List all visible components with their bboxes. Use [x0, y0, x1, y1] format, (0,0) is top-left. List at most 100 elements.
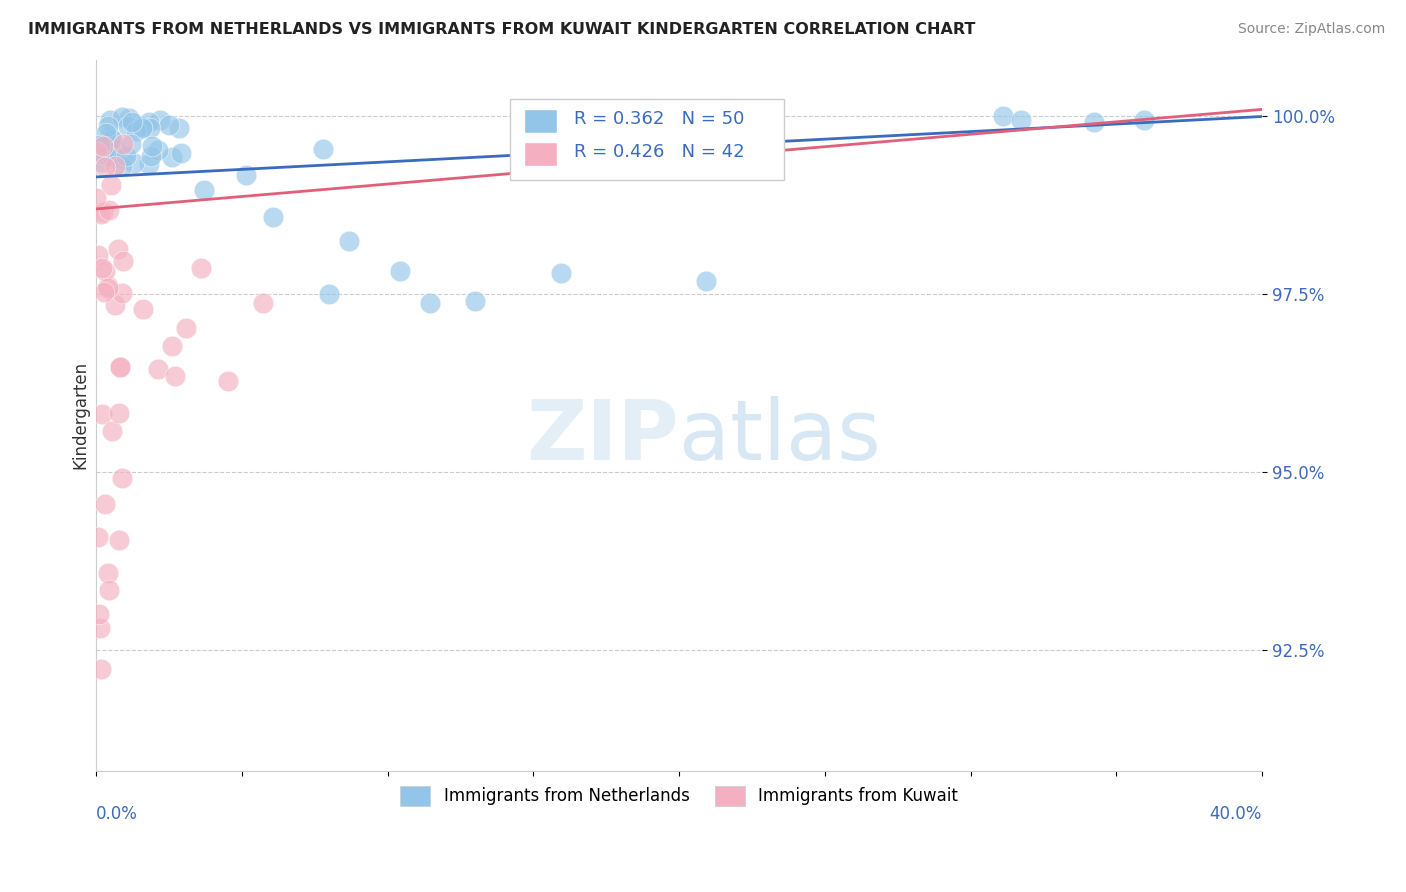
Point [93, 285, 115, 299]
Point [1083, 114, 1105, 128]
Point [312, 142, 335, 156]
Point [318, 287, 340, 301]
Point [98, 113, 121, 128]
Point [93, 497, 115, 511]
Point [162, 339, 184, 353]
Text: Source: ZipAtlas.com: Source: ZipAtlas.com [1237, 22, 1385, 37]
Point [89, 621, 111, 635]
Point [122, 155, 145, 169]
Point [86, 145, 108, 160]
Point [160, 149, 183, 163]
Point [157, 118, 180, 132]
Point [98, 583, 121, 598]
Point [464, 294, 486, 309]
Point [104, 298, 127, 312]
Point [141, 139, 163, 153]
Point [550, 266, 572, 280]
Point [108, 359, 131, 374]
Point [100, 178, 122, 192]
Point [87, 140, 110, 154]
Text: ZIP: ZIP [527, 396, 679, 477]
Point [111, 153, 134, 167]
Point [146, 361, 169, 376]
Point [90, 154, 112, 169]
Point [97, 203, 120, 218]
Point [217, 375, 239, 389]
Point [117, 119, 139, 133]
Point [93, 205, 115, 219]
Point [132, 302, 155, 317]
Point [419, 295, 441, 310]
Text: atlas: atlas [679, 396, 882, 477]
Point [138, 114, 160, 128]
Point [252, 295, 274, 310]
Point [695, 274, 717, 288]
Point [388, 263, 411, 277]
Point [90, 407, 112, 421]
Point [138, 157, 160, 171]
Point [93, 263, 115, 277]
Point [97, 120, 120, 134]
Point [101, 132, 124, 146]
Point [91, 260, 114, 275]
Text: R = 0.426   N = 42: R = 0.426 N = 42 [574, 143, 745, 161]
Point [169, 120, 191, 135]
Point [97, 149, 120, 163]
Point [111, 471, 134, 485]
Point [111, 159, 134, 173]
Point [89, 138, 111, 153]
Point [235, 168, 257, 182]
Point [90, 662, 112, 676]
Point [97, 278, 120, 293]
Point [97, 566, 120, 580]
Point [108, 360, 131, 375]
Point [1010, 112, 1032, 127]
Text: 0.0%: 0.0% [96, 805, 138, 823]
Point [138, 120, 160, 135]
Point [94, 161, 117, 175]
Point [125, 124, 148, 138]
Point [112, 253, 135, 268]
Y-axis label: Kindergarten: Kindergarten [72, 361, 89, 469]
Point [104, 159, 127, 173]
Point [87, 530, 110, 544]
Point [115, 149, 138, 163]
Point [111, 110, 134, 124]
Point [91, 138, 114, 153]
Legend: Immigrants from Netherlands, Immigrants from Kuwait: Immigrants from Netherlands, Immigrants … [394, 780, 965, 813]
Point [141, 149, 163, 163]
Point [94, 126, 117, 140]
Point [108, 533, 131, 547]
Point [97, 281, 120, 295]
Point [193, 183, 215, 197]
Text: R = 0.362   N = 50: R = 0.362 N = 50 [574, 110, 745, 128]
FancyBboxPatch shape [524, 109, 557, 133]
Point [337, 234, 360, 248]
Point [1133, 113, 1156, 128]
Point [101, 424, 124, 438]
Point [120, 136, 142, 151]
Point [87, 248, 110, 262]
FancyBboxPatch shape [524, 143, 557, 166]
Point [90, 207, 112, 221]
FancyBboxPatch shape [510, 99, 785, 180]
Point [111, 137, 134, 152]
Point [121, 115, 143, 129]
Point [262, 210, 284, 224]
Point [104, 141, 127, 155]
Point [174, 321, 197, 335]
Point [101, 145, 124, 160]
Point [146, 143, 169, 157]
Text: IMMIGRANTS FROM NETHERLANDS VS IMMIGRANTS FROM KUWAIT KINDERGARTEN CORRELATION C: IMMIGRANTS FROM NETHERLANDS VS IMMIGRANT… [28, 22, 976, 37]
Point [84, 191, 107, 205]
Point [163, 369, 186, 384]
Point [991, 110, 1014, 124]
Point [149, 112, 172, 127]
Point [107, 242, 129, 256]
Text: 40.0%: 40.0% [1209, 805, 1263, 823]
Point [190, 260, 212, 275]
Point [98, 129, 121, 144]
Point [118, 111, 141, 125]
Point [131, 120, 153, 134]
Point [110, 285, 132, 300]
